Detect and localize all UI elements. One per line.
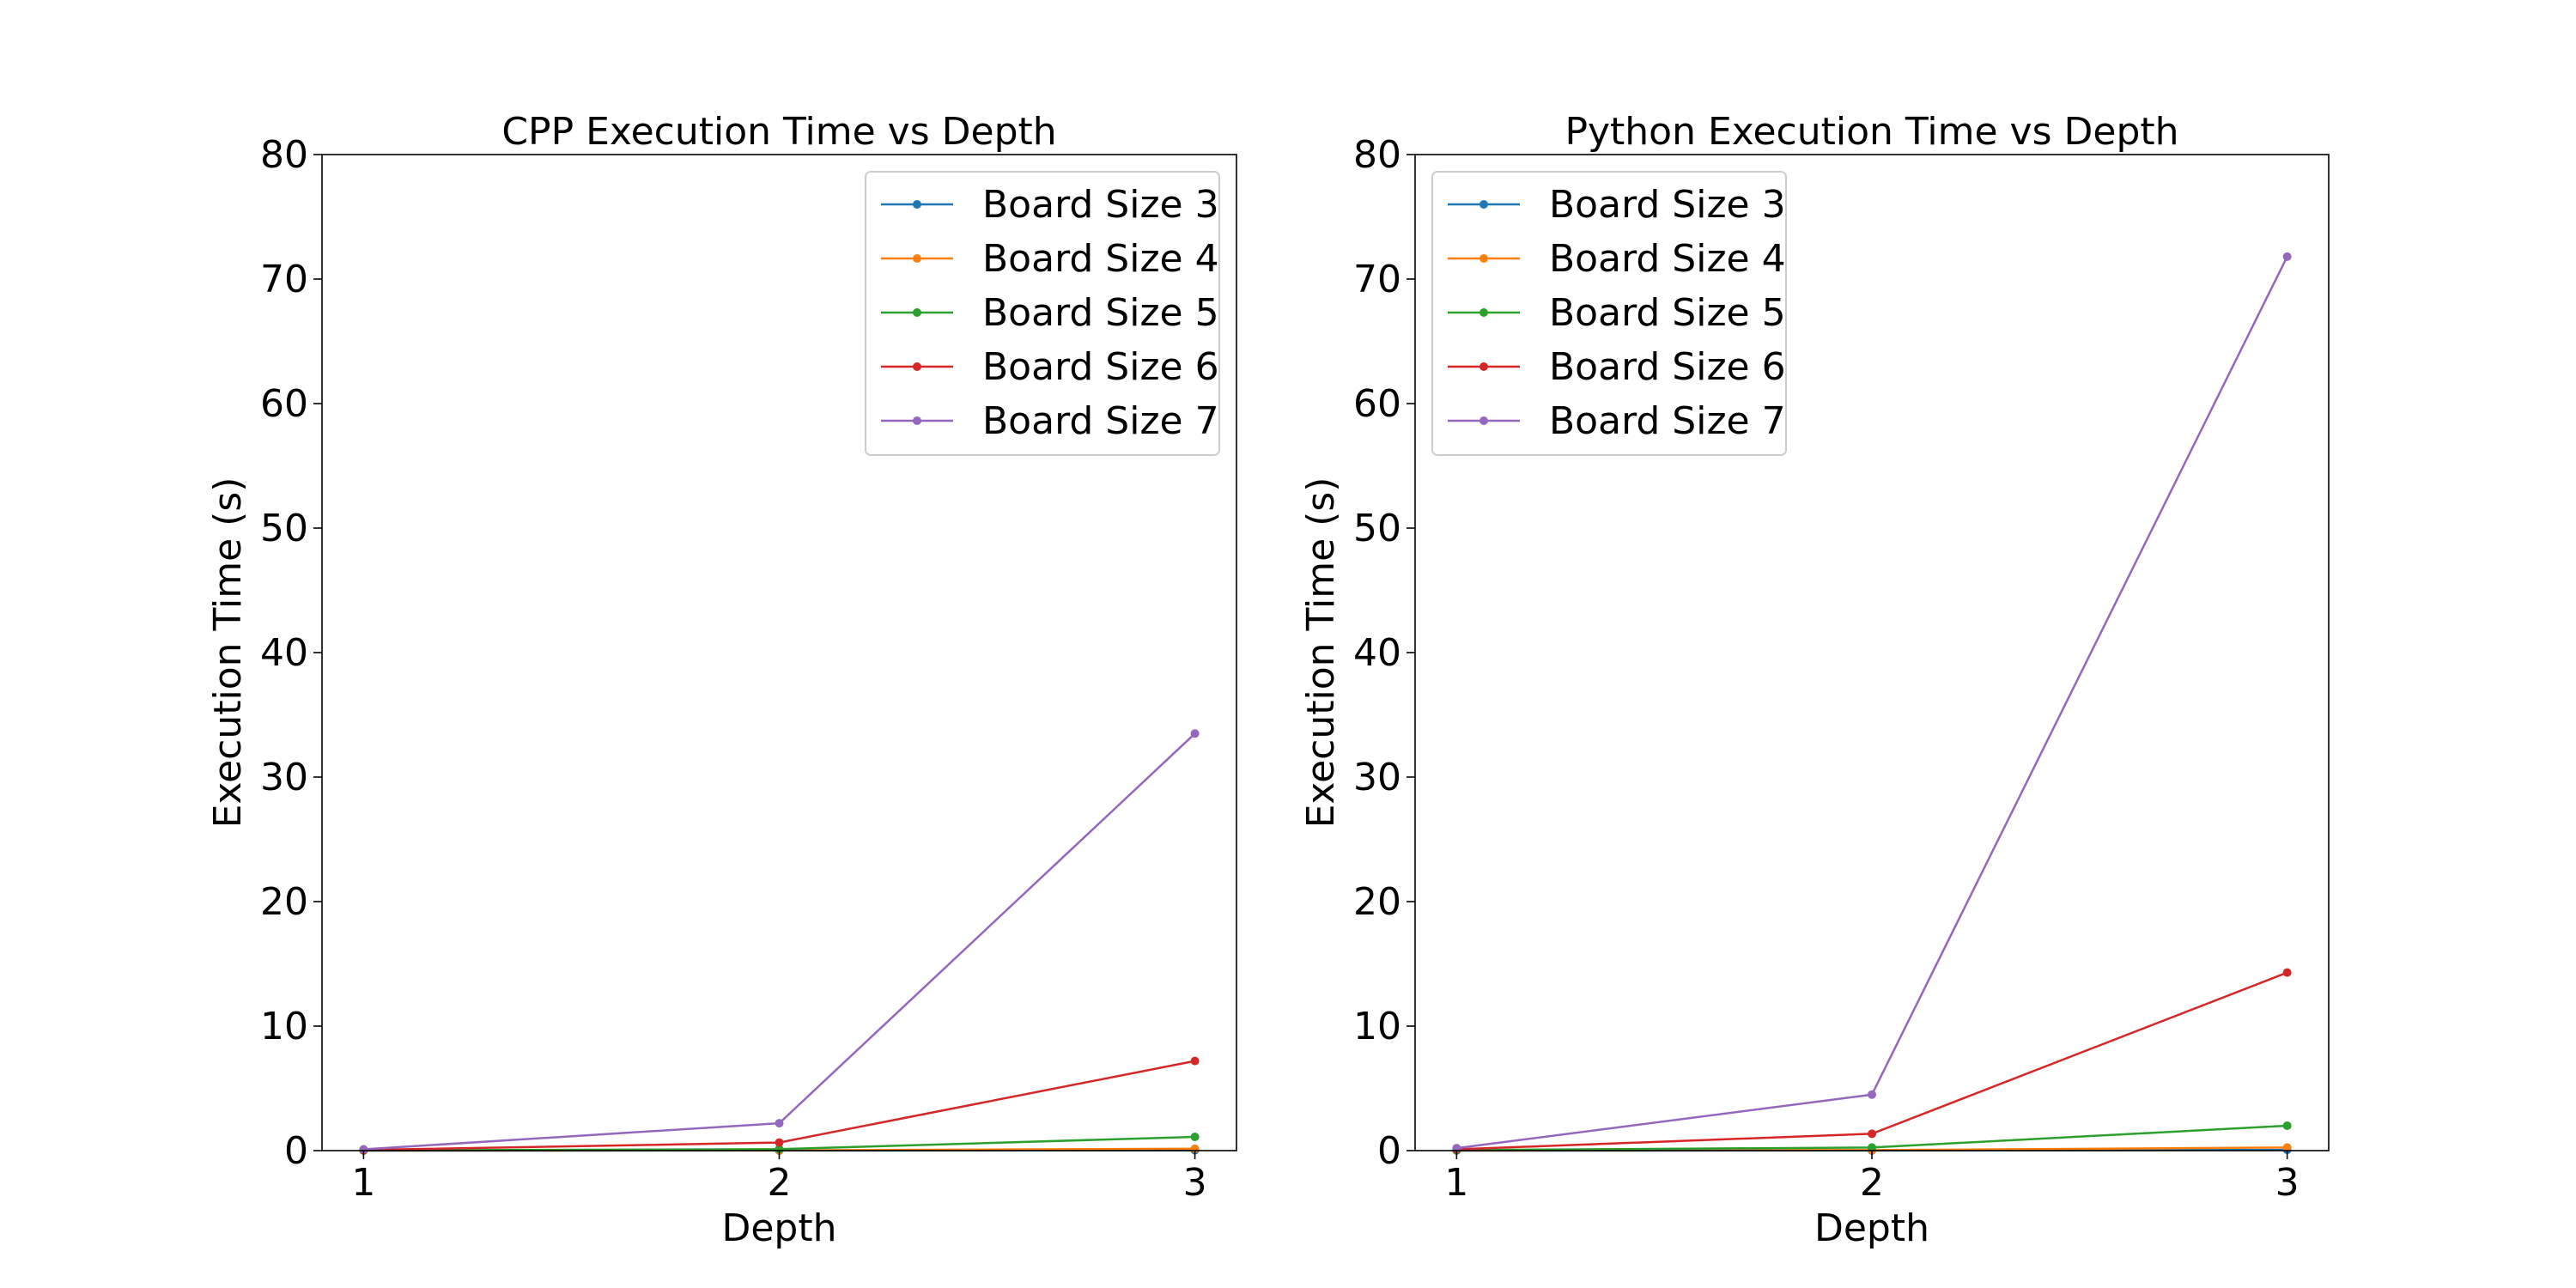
y-tick-label: 30 (260, 756, 308, 799)
y-tick-label: 0 (1377, 1129, 1401, 1173)
legend-label: Board Size 4 (982, 237, 1219, 281)
data-point (775, 1138, 784, 1147)
x-tick-label: 3 (1183, 1161, 1207, 1205)
legend-swatch-marker (1479, 416, 1488, 425)
chart-cpp: 0 10 20 30 40 50 60 70 80 1 2 3 CPP Execution Time v… (206, 110, 1237, 1250)
legend-swatch-marker (913, 254, 921, 263)
data-point (2282, 1121, 2292, 1130)
y-tick-label: 40 (260, 631, 308, 675)
y-tick-label: 50 (260, 507, 308, 550)
legend-label: Board Size 7 (982, 399, 1219, 443)
x-axis-label: Depth (1814, 1206, 1929, 1250)
legend-label: Board Size 6 (982, 345, 1219, 389)
legend-label: Board Size 7 (1549, 399, 1786, 443)
y-tick-label: 10 (260, 1005, 308, 1048)
x-tick-label: 2 (1860, 1161, 1884, 1205)
chart-title: CPP Execution Time vs Depth (501, 110, 1056, 154)
data-point (1190, 1133, 1200, 1142)
legend-swatch-marker (1479, 362, 1488, 371)
legend-swatch-marker (913, 308, 921, 317)
y-tick-label: 70 (260, 258, 308, 301)
y-tick-label: 20 (260, 880, 308, 924)
legend-swatch-marker (1479, 200, 1488, 209)
legend-label: Board Size 5 (1549, 291, 1786, 335)
chart-title: Python Execution Time vs Depth (1564, 110, 2178, 154)
data-point (2282, 252, 2292, 261)
legend-box (865, 171, 1220, 456)
data-point (2282, 1143, 2292, 1152)
legend-label: Board Size 3 (982, 183, 1219, 227)
legend-swatch-marker (913, 416, 921, 425)
x-tick-label: 1 (351, 1161, 375, 1205)
y-tick-label: 10 (1353, 1005, 1401, 1048)
y-tick-label: 70 (1353, 258, 1401, 301)
x-tick-label: 2 (768, 1161, 792, 1205)
data-point (1190, 729, 1200, 738)
legend-swatch-marker (1479, 308, 1488, 317)
y-tick-label: 60 (260, 382, 308, 426)
data-point (775, 1119, 784, 1128)
data-point (1868, 1143, 1876, 1152)
data-point (1868, 1090, 1876, 1099)
y-tick-label: 0 (284, 1129, 308, 1173)
y-tick-label: 20 (1353, 880, 1401, 924)
x-axis-label: Depth (721, 1206, 836, 1250)
chart-python: 0 10 20 30 40 50 60 70 80 1 2 3 Python Execution Tim… (1299, 110, 2330, 1250)
legend-swatch-marker (1479, 254, 1488, 263)
legend: Board Size 3 Board Size 4 Board Size 5 Boar… (1431, 171, 1787, 456)
legend-label: Board Size 5 (982, 291, 1219, 335)
data-point (2282, 968, 2292, 977)
x-tick-label: 3 (2275, 1161, 2300, 1205)
y-tick-label: 40 (1353, 631, 1401, 675)
legend-box (1431, 171, 1787, 456)
y-axis-label: Execution Time (s) (1299, 477, 1343, 829)
y-tick-label: 60 (1353, 382, 1401, 426)
y-tick-label: 30 (1353, 756, 1401, 799)
legend-label: Board Size 4 (1549, 237, 1786, 281)
legend-swatch-marker (913, 200, 921, 209)
y-tick-label: 80 (1353, 133, 1401, 177)
legend: Board Size 3 Board Size 4 Board Size 5 Boar… (865, 171, 1220, 456)
x-tick-label: 1 (1444, 1161, 1468, 1205)
data-point (1868, 1129, 1876, 1139)
legend-label: Board Size 6 (1549, 345, 1786, 389)
y-axis-label: Execution Time (s) (206, 477, 250, 829)
legend-swatch-marker (913, 362, 921, 371)
data-point (359, 1145, 368, 1154)
y-tick-label: 50 (1353, 507, 1401, 550)
data-point (1190, 1056, 1200, 1066)
y-tick-label: 80 (260, 133, 308, 177)
legend-label: Board Size 3 (1549, 183, 1786, 227)
